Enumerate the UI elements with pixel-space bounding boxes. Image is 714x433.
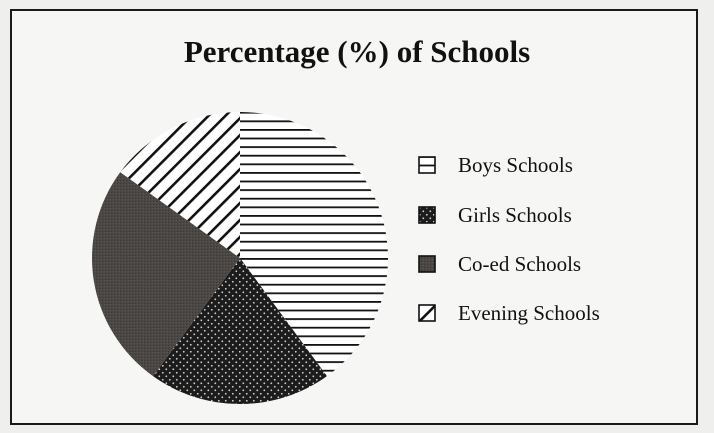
legend-swatch-co-ed-schools xyxy=(418,255,436,273)
pie-slice-evening-schools xyxy=(120,112,240,258)
legend-label-girls-schools: Girls Schools xyxy=(458,203,572,227)
legend-label-co-ed-schools: Co-ed Schools xyxy=(458,252,582,276)
legend-swatch-boys-schools xyxy=(418,156,436,174)
legend-label-boys-schools: Boys Schools xyxy=(458,153,573,177)
chart-title: Percentage (%) of Schools xyxy=(183,34,531,69)
pie-slice-co-ed-schools xyxy=(92,172,240,377)
pie-slice-girls-schools xyxy=(153,258,327,405)
pie-slice-boys-schools xyxy=(240,112,389,377)
legend-swatch-girls-schools xyxy=(418,206,436,224)
legend-label-evening-schools: Evening Schools xyxy=(458,301,600,325)
legend-swatch-evening-schools xyxy=(418,304,436,322)
